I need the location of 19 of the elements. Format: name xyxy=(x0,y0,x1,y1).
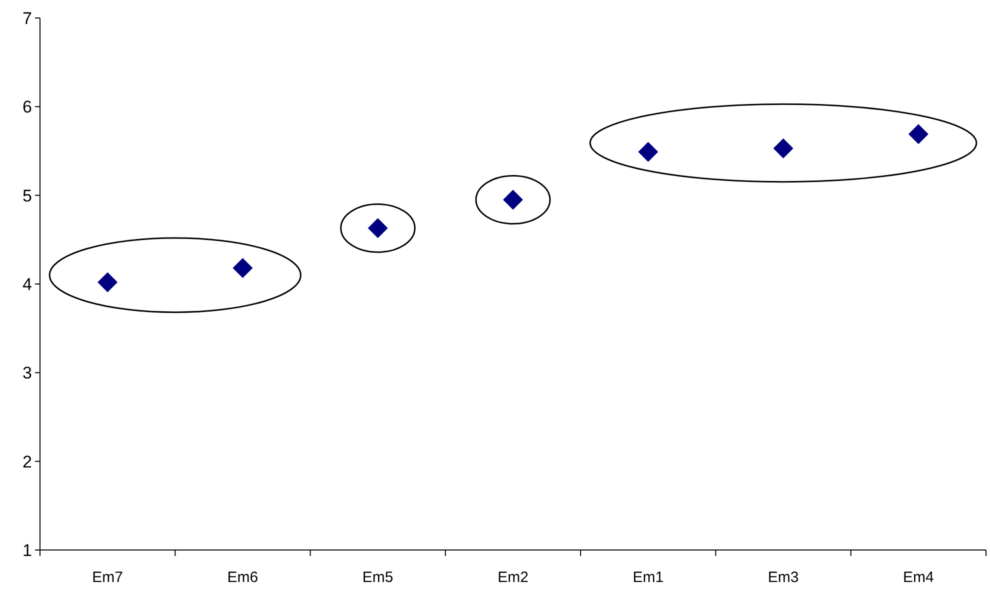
y-tick-label: 4 xyxy=(22,274,32,294)
y-tick-label: 5 xyxy=(22,186,32,206)
point xyxy=(908,124,928,144)
y-tick-label: 1 xyxy=(22,540,32,560)
point xyxy=(773,138,794,158)
y-tick-label: 7 xyxy=(22,8,32,28)
x-tick-label: Em3 xyxy=(768,569,799,586)
x-tick-label: Em1 xyxy=(632,569,664,586)
point xyxy=(232,258,253,278)
x-tick-label: Em7 xyxy=(92,569,123,586)
y-tick-label: 3 xyxy=(22,364,32,383)
point xyxy=(638,142,658,162)
y-tick-label: 2 xyxy=(22,452,32,472)
y-tick-label: 6 xyxy=(22,98,32,117)
x-tick-label: Em4 xyxy=(903,569,934,586)
x-tick-label: Em2 xyxy=(498,569,528,586)
x-tick-label: Em5 xyxy=(362,569,394,586)
point xyxy=(98,272,118,292)
x-tick-label: Em6 xyxy=(227,569,258,586)
